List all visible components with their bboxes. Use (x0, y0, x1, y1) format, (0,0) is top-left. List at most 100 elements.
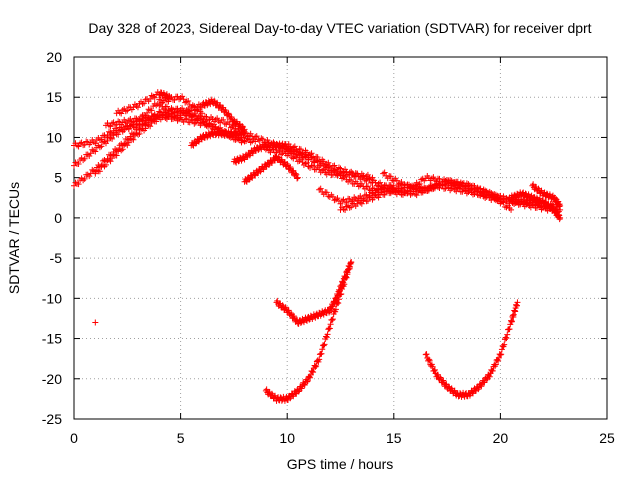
data-point-arc-3 (425, 356, 432, 363)
data-point-arc-2 (314, 357, 321, 364)
data-point-track-e (212, 123, 219, 130)
data-point-track-d (92, 170, 99, 177)
data-point-arc-3 (497, 351, 504, 358)
data-point-arc-3 (431, 367, 438, 374)
y-tick-label: 10 (46, 129, 62, 145)
data-point-track-e (127, 116, 134, 123)
y-tick-label: 0 (54, 210, 62, 226)
data-point-track-j (331, 162, 338, 169)
data-point-track-o (375, 194, 382, 201)
data-point-arc-3 (440, 377, 447, 384)
data-point-track-p (460, 180, 467, 187)
data-point-track-o (381, 191, 388, 198)
data-point-track-a (84, 171, 91, 178)
x-tick-label: 5 (177, 430, 185, 446)
data-point-arc-3 (437, 374, 444, 381)
data-point-arc-2 (323, 334, 330, 341)
data-point-arc-2 (348, 259, 355, 266)
data-point-arc-2 (319, 346, 326, 353)
data-point-arc-3 (503, 335, 510, 342)
data-point-track-g (217, 119, 224, 126)
data-point-track-l (270, 146, 277, 153)
data-point-track-k (294, 174, 301, 181)
data-point-arc-2 (290, 393, 297, 400)
data-point-track-p (501, 203, 508, 210)
data-point-track-p (466, 182, 473, 189)
data-point-arc-1 (291, 313, 298, 320)
data-point-arc-2 (320, 342, 327, 349)
data-point-track-h (239, 123, 246, 130)
data-point-track-d (130, 136, 137, 143)
data-point-arc-2 (316, 351, 323, 358)
data-point-track-o (358, 200, 365, 207)
data-point-arc-1 (288, 310, 295, 317)
data-point-track-k (294, 175, 301, 182)
data-point-arc-3 (501, 341, 508, 348)
data-point-track-c (115, 127, 122, 134)
data-point-arc-2 (307, 374, 314, 381)
data-point-track-o (343, 203, 350, 210)
data-point-track-d (125, 139, 132, 146)
data-point-track-o (387, 188, 394, 195)
data-point-outlier (92, 319, 99, 326)
data-point-arc-3 (478, 383, 485, 390)
data-point-arc-3 (442, 381, 449, 388)
data-point-arc-2 (338, 290, 345, 297)
axis-ticks: 0 5 10 15 20 25 -25 -20 -15 -10 -5 0 5 10 15 20 (42, 49, 615, 446)
data-marks (71, 89, 564, 404)
data-point-track-m (342, 173, 349, 180)
data-point-track-c (98, 136, 105, 143)
data-point-track-p (500, 199, 507, 206)
data-point-arc-2 (346, 265, 353, 272)
data-point-arc-2 (326, 325, 333, 332)
data-point-track-d (113, 152, 120, 159)
data-point-arc-1 (306, 316, 313, 323)
data-point-track-f (147, 95, 154, 102)
data-point-track-h (182, 110, 189, 117)
data-point-track-p (477, 185, 484, 192)
data-point-track-b (87, 150, 94, 157)
data-point-track-d (109, 155, 116, 162)
data-point-track-f (141, 100, 148, 107)
data-point-arc-2 (332, 306, 339, 313)
data-point-track-k (268, 160, 275, 167)
data-point-track-f (166, 94, 173, 101)
data-point-arc-3 (492, 361, 499, 368)
data-point-track-l (303, 159, 310, 166)
data-point-track-e (134, 118, 141, 125)
data-point-track-f (166, 92, 173, 99)
data-point-track-d (96, 168, 103, 175)
x-tick-label: 10 (279, 430, 295, 446)
data-point-track-a (75, 181, 82, 188)
data-point-track-b (185, 98, 192, 105)
data-point-arc-3 (486, 373, 493, 380)
data-point-arc-2 (318, 350, 325, 357)
chart-title: Day 328 of 2023, Sidereal Day-to-day VTE… (88, 20, 591, 36)
data-point-track-n (418, 176, 425, 183)
data-point-track-p (441, 181, 448, 188)
data-point-track-n (334, 195, 341, 202)
data-point-track-g (220, 116, 227, 123)
x-tick-label: 20 (493, 430, 509, 446)
data-point-track-b (180, 96, 187, 103)
data-point-track-p (393, 177, 400, 184)
y-tick-label: 15 (46, 89, 62, 105)
data-point-track-p (444, 177, 451, 184)
data-point-track-d (102, 161, 109, 168)
data-point-track-b (92, 148, 99, 155)
data-point-track-e (243, 138, 250, 145)
data-point-track-h (211, 98, 218, 105)
data-point-track-l (377, 179, 384, 186)
data-point-track-g (163, 103, 170, 110)
data-point-arc-2 (329, 316, 336, 323)
data-point-arc-2 (327, 321, 334, 328)
data-point-arc-2 (301, 382, 308, 389)
data-point-arc-1 (282, 304, 289, 311)
data-point-track-d (133, 129, 140, 136)
data-point-track-a (71, 182, 77, 189)
y-tick-label: -25 (42, 411, 62, 427)
data-point-track-g (259, 136, 266, 143)
data-point-track-l (302, 160, 309, 167)
data-point-track-q (557, 214, 564, 221)
